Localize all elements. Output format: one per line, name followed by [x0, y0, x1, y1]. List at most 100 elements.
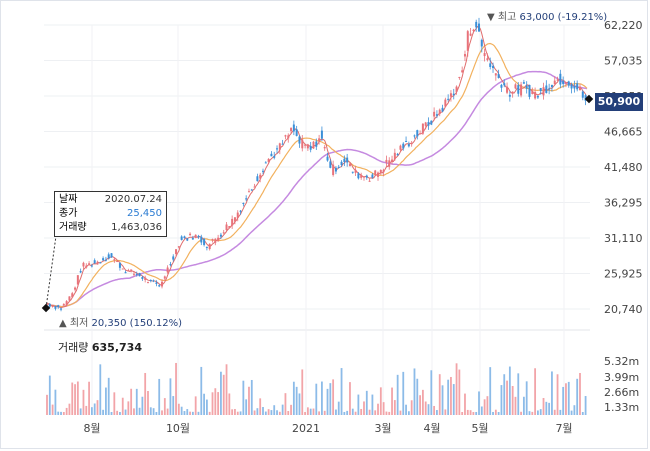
volume-bar	[144, 372, 147, 415]
candle-body	[245, 198, 248, 200]
volume-bar	[180, 406, 183, 415]
volume-bar	[545, 401, 548, 415]
candle-body	[46, 303, 48, 305]
candle-body	[511, 91, 514, 94]
candle-body	[514, 84, 517, 89]
volume-bar	[102, 409, 105, 415]
candle-body	[183, 236, 186, 239]
volume-bar	[222, 374, 225, 415]
candle-body	[340, 161, 343, 165]
candle-body	[382, 169, 385, 173]
volume-bar	[62, 412, 65, 415]
volume-bar	[158, 378, 161, 415]
volume-bar	[183, 411, 186, 415]
candle-body	[393, 152, 396, 160]
candle-body	[54, 306, 57, 309]
tooltip-close-label: 종가	[59, 208, 78, 219]
volume-bar	[253, 410, 256, 415]
volume-bar	[525, 381, 528, 415]
volume-bar	[576, 378, 579, 415]
candle-body	[371, 174, 374, 178]
volume-bar	[189, 411, 191, 415]
volume-bar	[68, 403, 71, 415]
volume-bar	[312, 408, 315, 415]
volume-bar	[416, 378, 419, 415]
candle-body	[377, 172, 380, 177]
candle-body	[581, 91, 584, 98]
candle-body	[573, 85, 576, 89]
candle-body	[121, 268, 124, 270]
candle-body	[332, 164, 335, 175]
candle-body	[433, 111, 436, 117]
candle-body	[225, 224, 228, 231]
volume-bar	[332, 379, 335, 415]
x-tick-label: 2021	[292, 422, 320, 435]
volume-title: 거래량 635,734	[58, 339, 142, 355]
candle-body	[82, 262, 85, 267]
price-tick-label: 31,110	[604, 232, 643, 245]
volume-bar	[96, 400, 99, 415]
x-tick-label: 5월	[471, 422, 488, 435]
candle-body	[542, 87, 545, 96]
volume-bar	[318, 411, 321, 415]
volume-bar	[267, 409, 270, 415]
candle-body	[419, 133, 422, 135]
volume-bar	[570, 410, 573, 415]
candle-body	[138, 272, 141, 277]
volume-bar	[329, 383, 332, 415]
candle-body	[197, 235, 200, 238]
volume-bar	[436, 410, 438, 415]
candle-body	[166, 267, 169, 273]
volume-bar	[214, 388, 217, 415]
candle-body	[194, 234, 197, 238]
candle-body	[116, 261, 119, 263]
volume-title-label: 거래량	[58, 341, 89, 354]
volume-bar	[537, 410, 539, 415]
volume-bar	[113, 392, 116, 415]
volume-bar	[323, 410, 326, 415]
candle-body	[536, 95, 539, 98]
ma20-line	[46, 42, 588, 308]
candle-body	[427, 122, 430, 126]
candle-body	[306, 145, 309, 149]
volume-bar	[444, 409, 447, 415]
volume-bar	[573, 405, 576, 415]
candle-body	[247, 191, 250, 193]
candle-body	[242, 202, 245, 204]
candle-body	[486, 58, 489, 61]
volume-bar	[528, 411, 531, 415]
volume-bar	[116, 410, 119, 415]
volume-bar	[360, 408, 363, 415]
candle-body	[548, 88, 551, 90]
candle-body	[88, 263, 91, 265]
volume-bar	[553, 409, 556, 415]
candle-body	[267, 158, 270, 162]
candle-body	[550, 84, 553, 88]
x-tick-label: 4월	[423, 422, 440, 435]
volume-bar	[48, 375, 51, 415]
volume-bar	[85, 405, 88, 415]
volume-bar	[402, 371, 405, 415]
candle-body	[489, 63, 492, 67]
volume-bar	[273, 405, 276, 415]
volume-bar	[270, 410, 273, 415]
candle-body	[217, 237, 220, 241]
candle-body	[497, 74, 500, 78]
volume-bar	[466, 409, 469, 415]
volume-bar	[259, 398, 262, 415]
candle-body	[163, 276, 166, 279]
candle-body	[256, 176, 259, 182]
tooltip-volume-label: 거래량	[59, 222, 87, 233]
candle-body	[444, 99, 447, 107]
candle-body	[57, 305, 60, 308]
candle-body	[104, 259, 107, 261]
candle-body	[158, 285, 161, 287]
candle-body	[51, 306, 54, 308]
candle-body	[281, 143, 284, 145]
volume-bar	[264, 411, 267, 415]
volume-bar	[335, 409, 337, 415]
high-marker-icon: ▼	[487, 12, 495, 23]
volume-bar	[197, 411, 200, 415]
candle-body	[416, 130, 419, 137]
